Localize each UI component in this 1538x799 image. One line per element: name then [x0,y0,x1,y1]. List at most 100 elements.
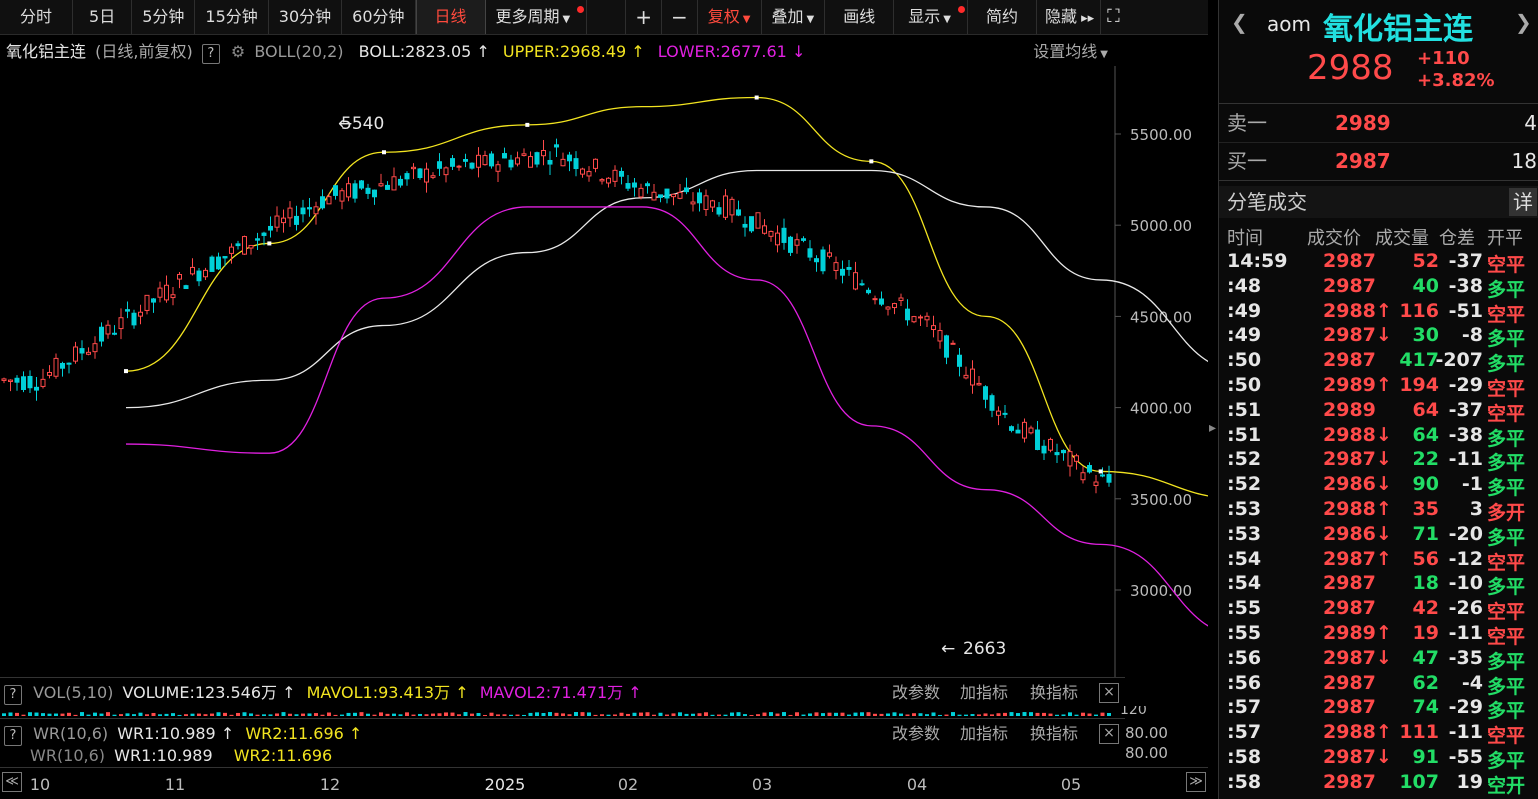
candle-body [53,357,59,377]
volume-bar [912,713,916,716]
tick-time: :56 [1227,646,1262,669]
tab-60min[interactable]: 60分钟 [342,0,416,34]
tick-price: 2987 [1323,250,1376,272]
tab-fenshi[interactable]: 分时 [0,0,74,34]
switch-indicator-button[interactable]: 换指标 [1030,683,1079,702]
zoom-in-button[interactable]: + [626,0,663,34]
candle-body [411,166,416,170]
switch-indicator-button[interactable]: 换指标 [1030,724,1079,743]
wr-axis-label-2: 80.00 [1125,744,1168,762]
candle-body [261,232,267,236]
toolbar-spacer [587,0,627,34]
tick-price: 2989 [1323,398,1376,421]
tab-5day[interactable]: 5日 [73,0,133,34]
tick-row: :54 2987↑ 56 -12 空平 [1219,547,1538,574]
caret-down-icon: ▼ [742,14,751,25]
vol-title[interactable]: VOL(5,10) [33,683,114,702]
candle-body [625,183,631,189]
candle-body [365,187,371,194]
tick-type: 空开 [1487,774,1526,797]
volume-bar [177,714,182,716]
draw-line-button[interactable]: 画线 [825,0,895,34]
tick-type: 多平 [1487,353,1526,376]
time-axis-ticks: 10 11 12 2025 02 03 04 05 [30,775,1081,794]
candle-body [177,274,182,280]
collapse-handle-icon[interactable]: ▸ [1209,420,1217,436]
volume-bar [996,713,1001,716]
tab-daily[interactable]: 日线 [415,0,486,34]
ticks-detail-button[interactable]: 详 [1509,188,1537,216]
help-icon[interactable]: ? [201,44,220,64]
tick-oi-diff: -4 [1461,671,1483,694]
tick-time: :54 [1227,547,1262,570]
band-marker [382,150,386,155]
candle-body [905,308,910,321]
candle-body [560,158,566,167]
close-icon[interactable]: × [1099,724,1119,744]
candle-body [469,162,475,169]
edit-params-button[interactable]: 改参数 [892,683,941,702]
tick-price: 2987↓ [1323,324,1392,347]
volume-bar [710,714,715,716]
candle-body [697,192,702,204]
display-button[interactable]: 显示 ▼ [894,0,968,34]
volume-bar [15,712,19,716]
volume-bar [184,714,188,716]
volume-bar [509,714,513,716]
add-indicator-button[interactable]: 加指标 [960,724,1009,743]
add-indicator-button[interactable]: 加指标 [960,683,1009,702]
tab-5min[interactable]: 5分钟 [132,0,196,34]
candle-body [853,272,858,290]
volume-bar [879,713,884,716]
ticks-header: 分笔成交 详 [1219,186,1538,218]
tick-price: 2987 [1323,572,1376,595]
scroll-right-icon[interactable]: ≫ [1186,772,1206,792]
edit-params-button[interactable]: 改参数 [892,724,941,743]
tick-time: :55 [1227,597,1262,620]
time-axis: ≪ 10 11 12 2025 02 03 04 05 ≫ [0,767,1208,798]
ma-settings-button[interactable]: 设置均线 ▼ [1033,38,1108,69]
volume-bar [457,714,461,716]
tick-oi-diff: -11 [1448,622,1483,644]
volume-bar [600,714,604,716]
y-tick-label: 3500.00 [1130,491,1192,509]
volume-bar [262,714,266,716]
tab-30min[interactable]: 30分钟 [269,0,343,34]
hide-button[interactable]: 隐藏 ▸▸ [1037,0,1102,34]
fullscreen-icon[interactable]: ⛶ [1107,6,1120,27]
help-icon[interactable]: ? [4,726,22,746]
candle-body [476,154,481,168]
next-instrument-icon[interactable]: ❯ [1515,10,1532,34]
help-icon[interactable]: ? [4,685,22,705]
tick-type: 空平 [1487,402,1526,425]
vol-axis-label: 120 [1120,706,1147,718]
volume-bar [197,713,201,716]
tab-15min[interactable]: 15分钟 [195,0,269,34]
volume-bar [372,714,377,716]
wr-panel-header-duplicate: WR(10,6) WR1:10.989 WR2:11.696 [0,749,1115,763]
tick-oi-diff: -11 [1448,721,1483,744]
zoom-out-button[interactable]: − [662,0,698,34]
scroll-left-icon[interactable]: ≪ [2,772,22,792]
tab-more-periods[interactable]: 更多周期 ▼ [486,0,588,34]
volume-bar [749,714,754,716]
candlestick-chart[interactable]: 5500.00 5000.00 4500.00 4000.00 3500.00 3000.… [0,66,1208,678]
overlay-button[interactable]: 叠加 ▼ [762,0,826,34]
simple-mode-button[interactable]: 简约 [968,0,1037,34]
gear-icon[interactable]: ⚙ [230,42,246,61]
volume-bar [132,714,136,716]
tick-volume: 19 [1412,622,1439,644]
close-icon[interactable]: × [1099,683,1119,703]
boll-upper-line [125,96,1208,497]
volume-bar [392,713,396,716]
prev-instrument-icon[interactable]: ❮ [1231,10,1248,34]
tick-time: :49 [1227,324,1262,347]
indicator-name[interactable]: BOLL(20,2) [254,42,344,61]
fuquan-button[interactable]: 复权 ▼ [698,0,762,34]
volume-bar [28,712,32,716]
wr-title[interactable]: WR(10,6) [33,724,109,743]
tick-type: 多平 [1487,675,1526,698]
volume-bar [437,713,442,716]
volume-bar [606,714,611,716]
tick-row: :58 2987↓ 91 -55 多平 [1219,746,1538,772]
